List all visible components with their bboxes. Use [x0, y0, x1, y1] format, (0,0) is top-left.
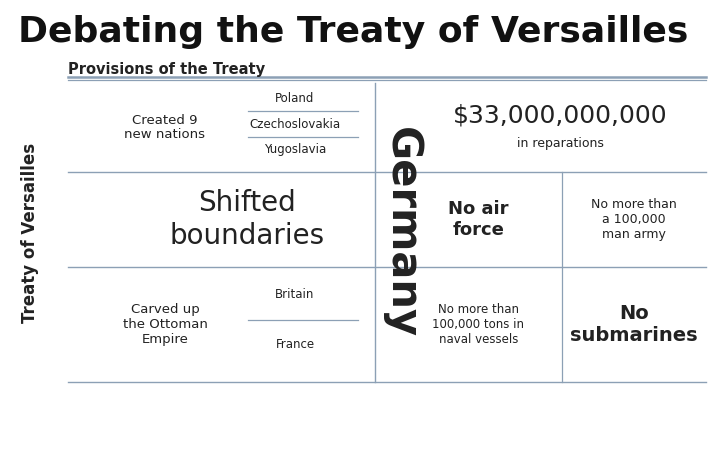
Text: France: France: [276, 338, 315, 351]
Text: Britain: Britain: [275, 288, 315, 302]
Text: Shifted
boundaries: Shifted boundaries: [170, 189, 325, 250]
Text: Poland: Poland: [275, 93, 315, 105]
Text: Yugoslavia: Yugoslavia: [264, 144, 326, 157]
Text: No
submarines: No submarines: [570, 304, 698, 345]
Text: Created 9
new nations: Created 9 new nations: [125, 113, 205, 141]
Text: Debating the Treaty of Versailles: Debating the Treaty of Versailles: [18, 15, 688, 49]
Text: Provisions of the Treaty: Provisions of the Treaty: [68, 62, 265, 77]
Text: Treaty of Versailles: Treaty of Versailles: [21, 143, 39, 323]
Text: No more than
a 100,000
man army: No more than a 100,000 man army: [591, 198, 677, 241]
Text: Czechoslovakia: Czechoslovakia: [249, 117, 341, 130]
Text: No air
force: No air force: [449, 200, 509, 239]
Text: $33,000,000,000: $33,000,000,000: [453, 104, 668, 127]
Text: Germany: Germany: [381, 127, 423, 338]
Text: No more than
100,000 tons in
naval vessels: No more than 100,000 tons in naval vesse…: [433, 303, 524, 346]
Text: in reparations: in reparations: [517, 137, 604, 150]
Text: Carved up
the Ottoman
Empire: Carved up the Ottoman Empire: [122, 303, 207, 346]
